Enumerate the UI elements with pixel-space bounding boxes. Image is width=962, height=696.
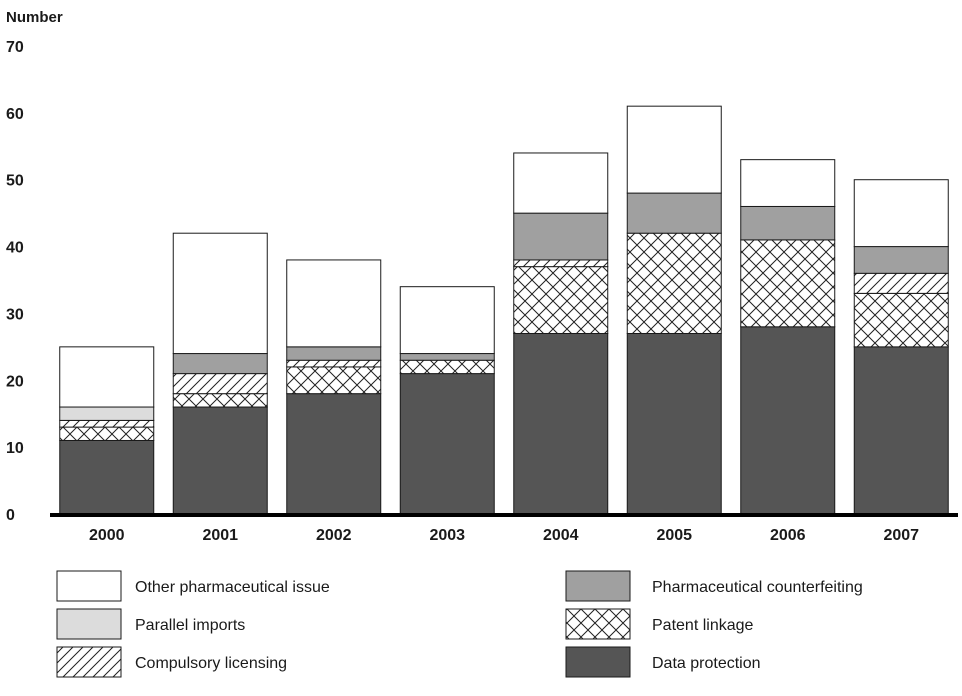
bar-segment-2000-patent-linkage <box>59 426 155 441</box>
y-axis: 0 10 20 30 40 50 60 70 <box>6 39 24 524</box>
bar-segment-2007-patent-linkage <box>853 292 949 348</box>
bar-segment-2004-pharmaceutical-counterfeiting <box>513 212 609 261</box>
bar-segment-2003-pharmaceutical-counterfeiting <box>399 353 495 361</box>
bar-segment-2005-other-pharmaceutical-issue <box>626 105 722 194</box>
legend-swatch-pharmaceutical-counterfeiting <box>565 570 631 602</box>
bar-segment-2003-patent-linkage <box>399 359 495 375</box>
bar-segment-2001-pharmaceutical-counterfeiting <box>172 353 268 375</box>
bar-segment-2001-other-pharmaceutical-issue <box>172 232 268 355</box>
y-tick-label-10: 10 <box>6 440 24 457</box>
bar-segment-2000-data-protection <box>59 439 155 515</box>
x-tick-label-2006: 2006 <box>770 527 806 544</box>
x-tick-label-2000: 2000 <box>89 527 125 544</box>
x-tick-label-2004: 2004 <box>543 527 579 544</box>
legend-label-pharmaceutical-counterfeiting: Pharmaceutical counterfeiting <box>652 579 863 596</box>
y-tick-label-0: 0 <box>6 507 15 524</box>
legend-swatch-parallel-imports <box>56 608 122 640</box>
bar-segment-2003-other-pharmaceutical-issue <box>399 286 495 355</box>
bar-segment-2002-other-pharmaceutical-issue <box>286 259 382 348</box>
bar-segment-2004-patent-linkage <box>513 266 609 334</box>
bar-segment-2005-patent-linkage <box>626 232 722 334</box>
bar-segment-2005-data-protection <box>626 332 722 515</box>
bar-segment-2006-data-protection <box>740 326 836 515</box>
bar-segment-2001-data-protection <box>172 406 268 515</box>
bar-segment-2002-data-protection <box>286 393 382 515</box>
legend-swatch-other-pharmaceutical-issue <box>56 570 122 602</box>
bar-segment-2002-pharmaceutical-counterfeiting <box>286 346 382 361</box>
bar-segment-2007-data-protection <box>853 346 949 515</box>
legend: Other pharmaceutical issue Parallel impor… <box>56 570 863 678</box>
legend-swatch-patent-linkage <box>565 608 631 640</box>
x-tick-label-2001: 2001 <box>202 527 238 544</box>
y-tick-label-20: 20 <box>6 373 24 390</box>
legend-label-other-pharmaceutical-issue: Other pharmaceutical issue <box>135 579 330 596</box>
bar-segment-2006-patent-linkage <box>740 239 836 328</box>
bar-segment-2003-data-protection <box>399 373 495 515</box>
y-tick-label-30: 30 <box>6 306 24 323</box>
bar-segment-2000-parallel-imports <box>59 406 155 421</box>
legend-label-parallel-imports: Parallel imports <box>135 617 245 634</box>
y-tick-label-50: 50 <box>6 173 24 190</box>
y-tick-label-70: 70 <box>6 39 24 56</box>
x-tick-label-2002: 2002 <box>316 527 352 544</box>
bar-segment-2007-compulsory-licensing <box>853 272 949 294</box>
bar-segment-2004-other-pharmaceutical-issue <box>513 152 609 214</box>
x-tick-label-2005: 2005 <box>656 527 692 544</box>
bar-segment-2007-pharmaceutical-counterfeiting <box>853 246 949 274</box>
legend-label-patent-linkage: Patent linkage <box>652 617 754 634</box>
x-axis: 2000 2001 2002 2003 2004 2005 2006 2007 <box>89 527 919 544</box>
bar-segment-2005-pharmaceutical-counterfeiting <box>626 192 722 234</box>
x-tick-label-2007: 2007 <box>883 527 919 544</box>
bar-segment-2002-patent-linkage <box>286 366 382 395</box>
bar-segment-2004-data-protection <box>513 332 609 515</box>
y-axis-label: Number <box>6 9 63 26</box>
bar-segment-2007-other-pharmaceutical-issue <box>853 179 949 248</box>
bars <box>59 105 949 515</box>
bar-segment-2006-pharmaceutical-counterfeiting <box>740 205 836 241</box>
bar-segment-2002-compulsory-licensing <box>286 359 382 368</box>
y-tick-label-60: 60 <box>6 106 24 123</box>
bar-segment-2004-compulsory-licensing <box>513 259 609 268</box>
legend-label-compulsory-licensing: Compulsory licensing <box>135 655 287 672</box>
x-tick-label-2003: 2003 <box>429 527 465 544</box>
legend-swatch-data-protection <box>565 646 631 678</box>
legend-swatch-compulsory-licensing <box>56 646 122 678</box>
bar-segment-2000-other-pharmaceutical-issue <box>59 346 155 408</box>
bar-segment-2000-compulsory-licensing <box>59 419 155 428</box>
bar-segment-2001-compulsory-licensing <box>172 373 268 395</box>
bar-segment-2001-patent-linkage <box>172 393 268 408</box>
legend-label-data-protection: Data protection <box>652 655 761 672</box>
y-tick-label-40: 40 <box>6 240 24 257</box>
bar-segment-2006-other-pharmaceutical-issue <box>740 159 836 207</box>
